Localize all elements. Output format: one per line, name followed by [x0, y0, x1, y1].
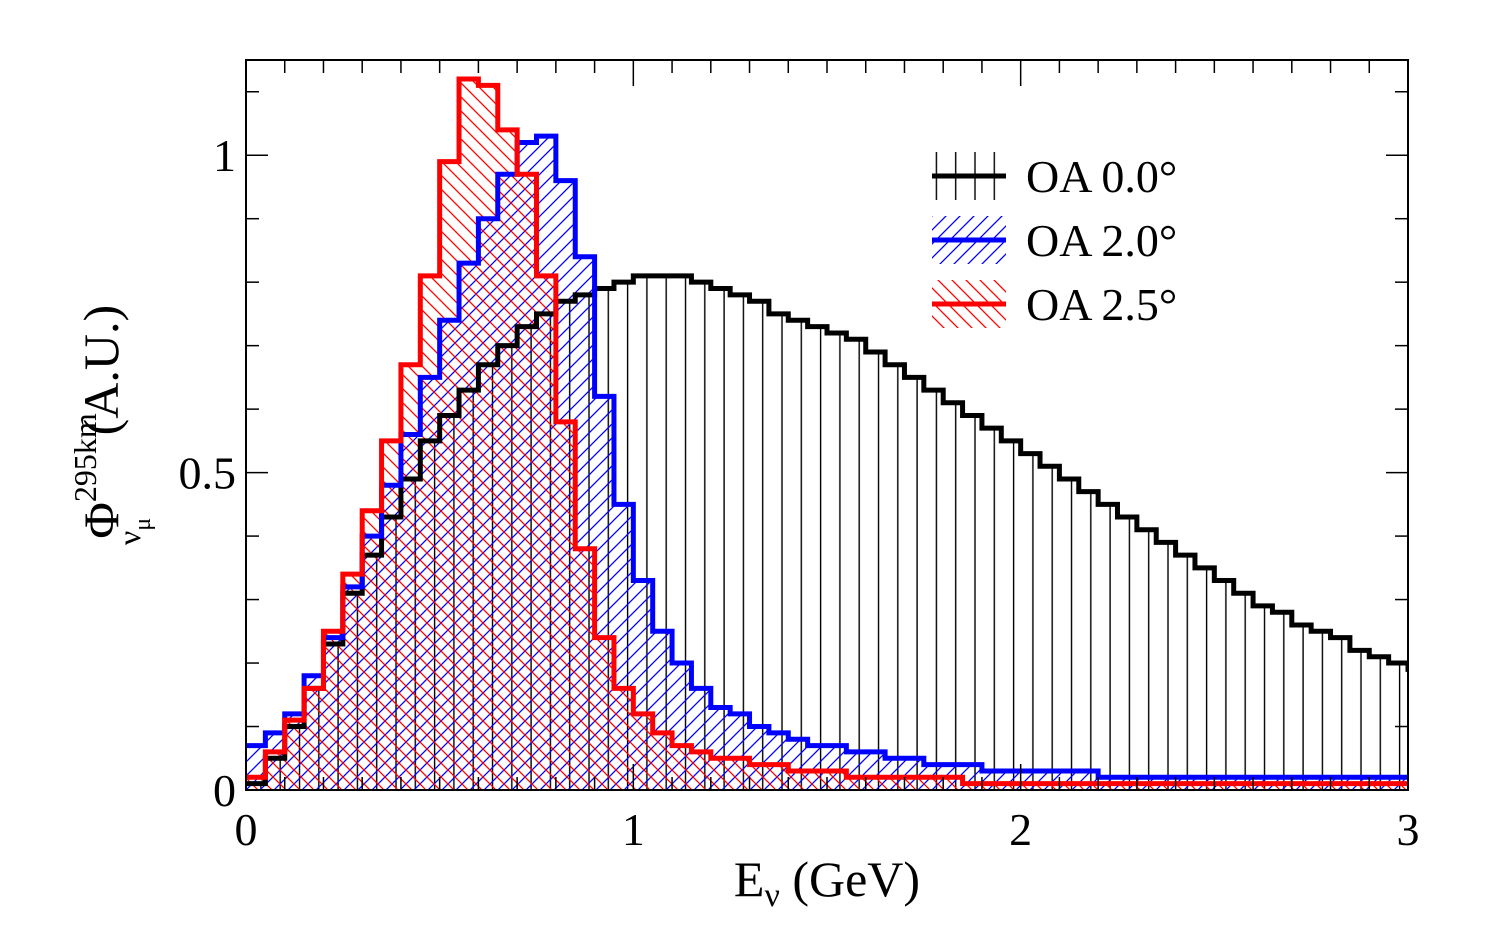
- svg-text:Φ295kmνμ (A.U.): Φ295km νμ (A.U.): [67, 305, 156, 545]
- series-outlines: [246, 76, 1408, 787]
- x-tick-label: 2: [1009, 804, 1032, 855]
- legend: OA 0.0° OA 2.0° OA 2.5°: [932, 151, 1177, 330]
- legend-entry-2: OA 2.5°: [932, 279, 1177, 330]
- y-tick-label: 1: [213, 130, 236, 181]
- legend-label: OA 2.5°: [1026, 279, 1177, 330]
- x-axis-title-rest: (GeV): [780, 851, 920, 907]
- legend-entry-0: OA 0.0°: [932, 151, 1177, 202]
- y-axis-title-main: Φ: [73, 502, 129, 539]
- legend-label: OA 0.0°: [1026, 151, 1177, 202]
- x-axis-title-main: E: [734, 851, 765, 907]
- series-fills: [246, 79, 1408, 790]
- y-axis-title-sup: 295km: [67, 413, 103, 502]
- x-axis-title: Eν (GeV): [734, 851, 920, 914]
- x-tick-labels: 0 1 2 3: [235, 804, 1420, 855]
- x-axis-title-sub: ν: [764, 877, 779, 914]
- y-tick-label: 0: [213, 765, 236, 816]
- y-axis-title: Φ295km νμ (A.U.): [67, 305, 156, 545]
- y-axis-title-subsub: μ: [130, 518, 156, 531]
- x-tick-label: 1: [622, 804, 645, 855]
- y-axis-title-rest: (A.U.): [73, 305, 129, 448]
- y-axis-title-sub: ν: [111, 531, 147, 545]
- x-tick-label: 3: [1397, 804, 1420, 855]
- series-line-2: [246, 76, 1408, 787]
- y-axis-ticks: [246, 90, 1408, 791]
- legend-entry-1: OA 2.0°: [932, 215, 1177, 266]
- x-axis-ticks: [245, 60, 1409, 790]
- legend-label: OA 2.0°: [1026, 215, 1177, 266]
- y-tick-labels: 00.51: [179, 130, 237, 816]
- x-tick-label: 0: [235, 804, 258, 855]
- series-line-1: [246, 133, 1408, 780]
- y-tick-label: 0.5: [179, 448, 237, 499]
- series-line-0: [246, 273, 1408, 787]
